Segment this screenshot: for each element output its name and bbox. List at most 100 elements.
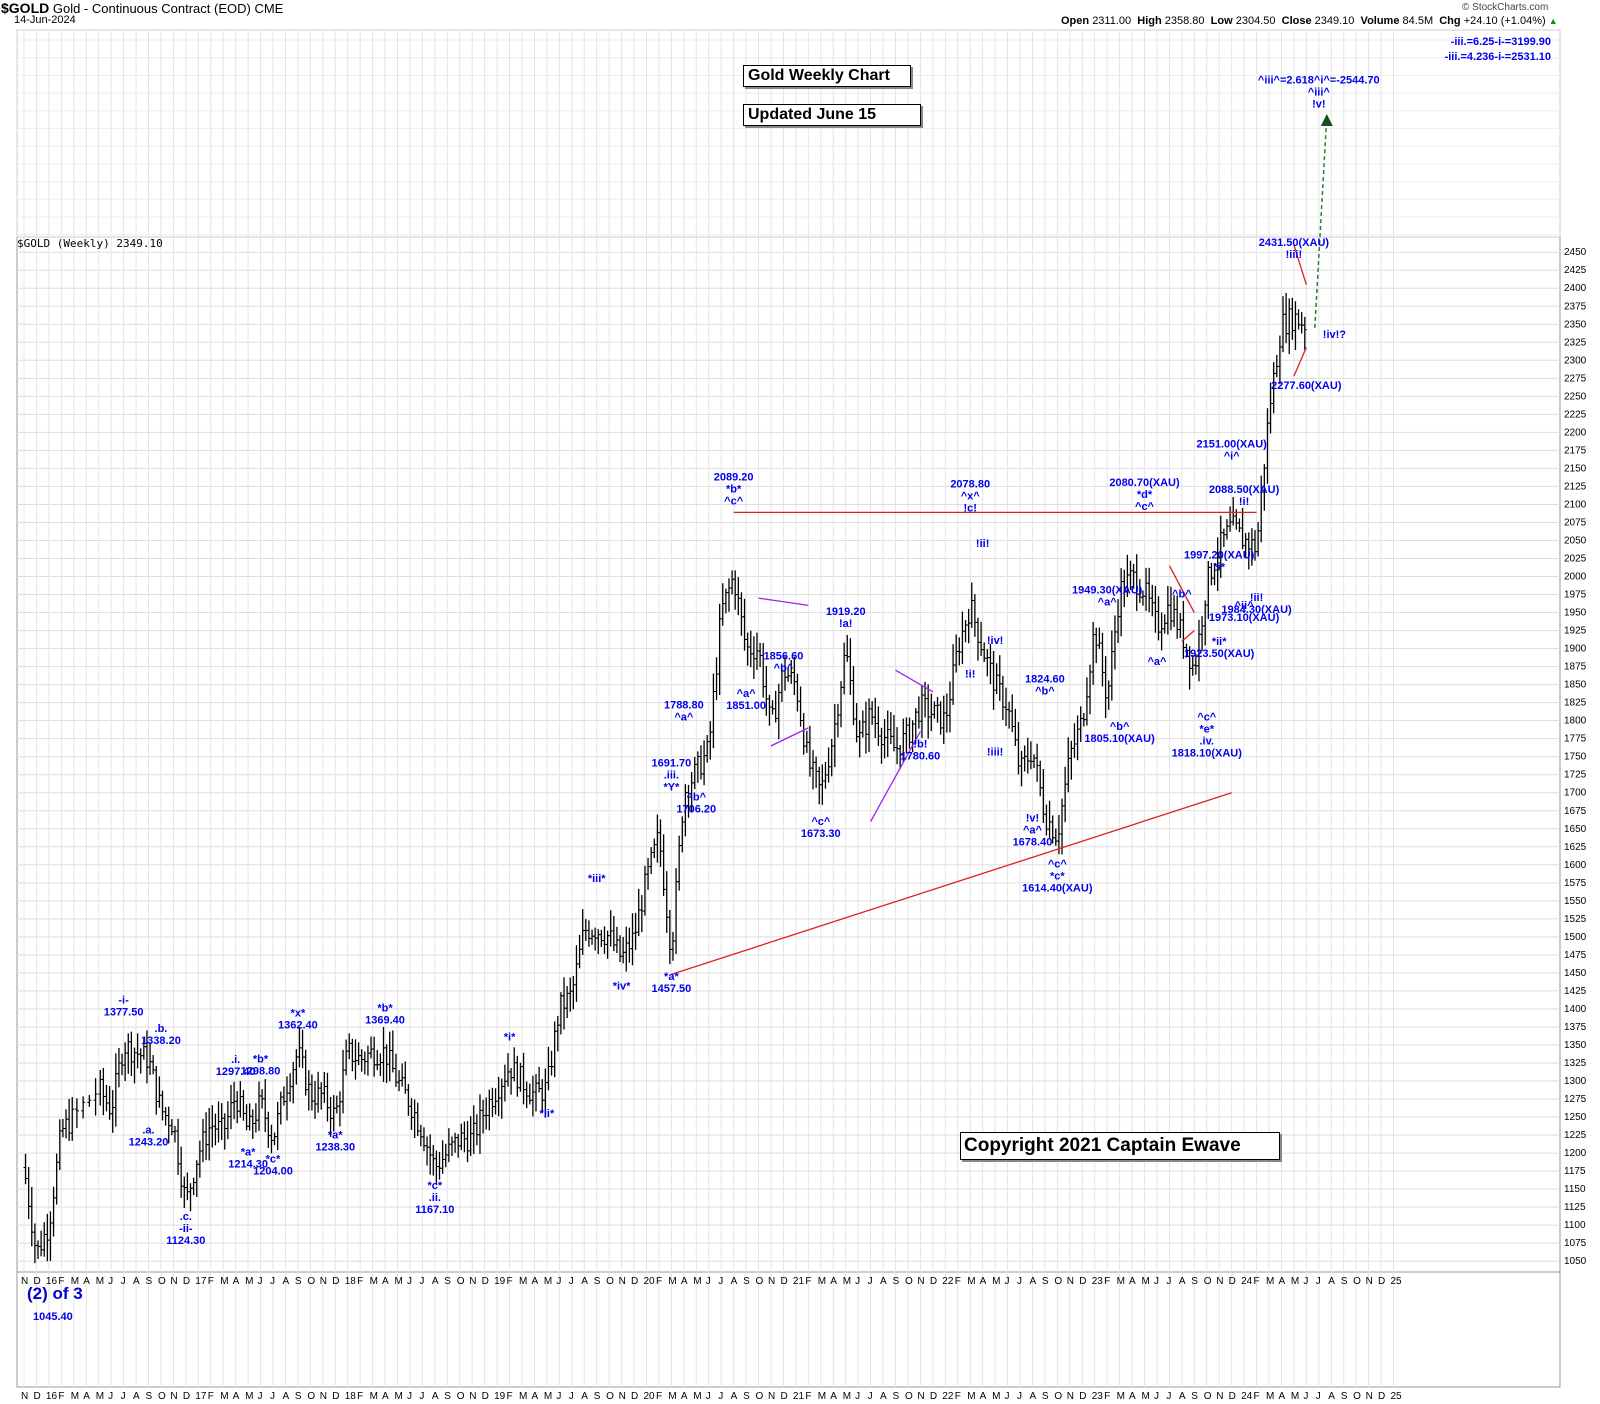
symbol-header: $GOLD Gold - Continuous Contract (EOD) C… [1, 0, 283, 16]
x-tick-label-sub: A [1179, 1391, 1186, 1402]
x-tick-label-sub: M [370, 1391, 378, 1402]
wave-label: !iii! [987, 746, 1004, 758]
x-tick-label: D [1079, 1276, 1086, 1287]
y-tick-label: 2125 [1564, 481, 1587, 492]
y-tick-label: 1050 [1564, 1256, 1587, 1267]
x-tick-label: J [258, 1276, 263, 1287]
x-tick-label: J [1017, 1276, 1022, 1287]
wave-label: 2088.50(XAU) [1209, 484, 1280, 496]
wave-label: *i* [504, 1032, 516, 1044]
x-tick-label: 19 [494, 1276, 506, 1287]
x-tick-label-sub: S [743, 1391, 750, 1402]
x-tick-label-sub: 23 [1092, 1391, 1104, 1402]
x-tick-label-sub: A [282, 1391, 289, 1402]
x-tick-label: D [33, 1276, 40, 1287]
x-tick-label-sub: M [668, 1391, 676, 1402]
trend-line [671, 792, 1232, 975]
x-tick-label-sub: M [220, 1391, 228, 1402]
x-tick-label-sub: D [780, 1391, 787, 1402]
open-value: 2311.00 [1092, 15, 1132, 27]
x-tick-label-sub: M [544, 1391, 552, 1402]
x-tick-label-sub: N [619, 1391, 626, 1402]
x-tick-label-sub: 24 [1241, 1391, 1253, 1402]
x-tick-label-sub: A [382, 1391, 389, 1402]
x-tick-label: A [382, 1276, 389, 1287]
wave-label: 1124.30 [166, 1235, 205, 1247]
x-tick-label-sub: O [1353, 1391, 1361, 1402]
wave-label: ^i^ [1224, 451, 1240, 463]
wave-label: 1362.40 [278, 1019, 318, 1031]
x-tick-label-sub: F [357, 1391, 363, 1402]
chg-label: Chg [1439, 15, 1461, 27]
x-tick-label: N [320, 1276, 327, 1287]
y-tick-label: 1100 [1564, 1220, 1586, 1231]
wave-label: 1973.10(XAU) [1209, 612, 1280, 624]
x-tick-label: M [519, 1276, 527, 1287]
x-tick-label-sub: S [1191, 1391, 1198, 1402]
x-tick-label-sub: S [1042, 1391, 1049, 1402]
x-tick-label-sub: M [1291, 1391, 1299, 1402]
x-tick-label-sub: N [1216, 1391, 1223, 1402]
y-tick-label: 2075 [1564, 517, 1587, 528]
x-tick-label: J [1303, 1276, 1308, 1287]
y-tick-label: 2350 [1564, 319, 1587, 330]
y-tick-label: 1975 [1564, 590, 1587, 601]
x-tick-label-sub: F [1104, 1391, 1110, 1402]
x-tick-label: M [818, 1276, 826, 1287]
trend-line [1293, 347, 1307, 377]
trend-line [1181, 630, 1195, 642]
x-tick-label: M [1117, 1276, 1125, 1287]
x-tick-label-sub: J [1303, 1391, 1308, 1402]
x-tick-label-sub: J [270, 1391, 275, 1402]
x-tick-label: A [1129, 1276, 1136, 1287]
x-tick-label: O [1054, 1276, 1062, 1287]
x-tick-label-sub: D [332, 1391, 339, 1402]
wave-label: 1818.10(XAU) [1172, 748, 1243, 760]
wave-label: 1377.50 [104, 1006, 144, 1018]
x-tick-label: D [1229, 1276, 1236, 1287]
wave-label: 1298.80 [241, 1065, 281, 1077]
x-tick-label-sub: 19 [494, 1391, 506, 1402]
y-tick-label: 2250 [1564, 391, 1587, 402]
wave-label: *e* [1199, 724, 1214, 736]
x-tick-label-sub: F [58, 1391, 64, 1402]
x-tick-label: M [96, 1276, 104, 1287]
x-tick-label-sub: M [519, 1391, 527, 1402]
x-tick-label: N [768, 1276, 775, 1287]
wave-label: .iv. [1200, 736, 1214, 748]
x-tick-label-sub: F [656, 1391, 662, 1402]
x-tick-label-sub: F [208, 1391, 214, 1402]
x-tick-label: M [1142, 1276, 1150, 1287]
x-tick-label-sub: F [1254, 1391, 1260, 1402]
wave-label: *Y* [663, 781, 680, 793]
x-tick-label: J [121, 1276, 126, 1287]
wave-label: ^c^ [1197, 712, 1217, 724]
x-tick-label-sub: N [170, 1391, 177, 1402]
chart-title-box: Gold Weekly Chart [743, 65, 911, 87]
x-tick-label: O [158, 1276, 166, 1287]
wave-count-label: (2) of 3 [27, 1284, 83, 1303]
trend-line [758, 597, 809, 606]
x-tick-label: A [1278, 1276, 1285, 1287]
x-tick-label-sub: J [1154, 1391, 1159, 1402]
x-tick-label-sub: N [469, 1391, 476, 1402]
x-tick-label-sub: F [955, 1391, 961, 1402]
volume-label: Volume [1360, 15, 1400, 27]
x-tick-label: 22 [942, 1276, 954, 1287]
wave-label: 1706.20 [676, 804, 716, 816]
x-tick-label: M [395, 1276, 403, 1287]
high-value: 2358.80 [1164, 15, 1205, 27]
x-tick-label: A [581, 1276, 588, 1287]
y-tick-label: 1525 [1564, 914, 1587, 925]
trend-line [1293, 244, 1307, 285]
x-tick-label-sub: M [96, 1391, 104, 1402]
x-tick-label-sub: J [1017, 1391, 1022, 1402]
x-tick-label: J [855, 1276, 860, 1287]
y-tick-label: 1150 [1564, 1184, 1586, 1195]
x-tick-label: S [893, 1276, 900, 1287]
wave-label: 1919.20 [826, 606, 866, 618]
y-tick-label: 1850 [1564, 680, 1587, 691]
wave-label: 1457.50 [652, 983, 692, 995]
x-tick-label: D [332, 1276, 339, 1287]
x-tick-label: 20 [644, 1276, 656, 1287]
